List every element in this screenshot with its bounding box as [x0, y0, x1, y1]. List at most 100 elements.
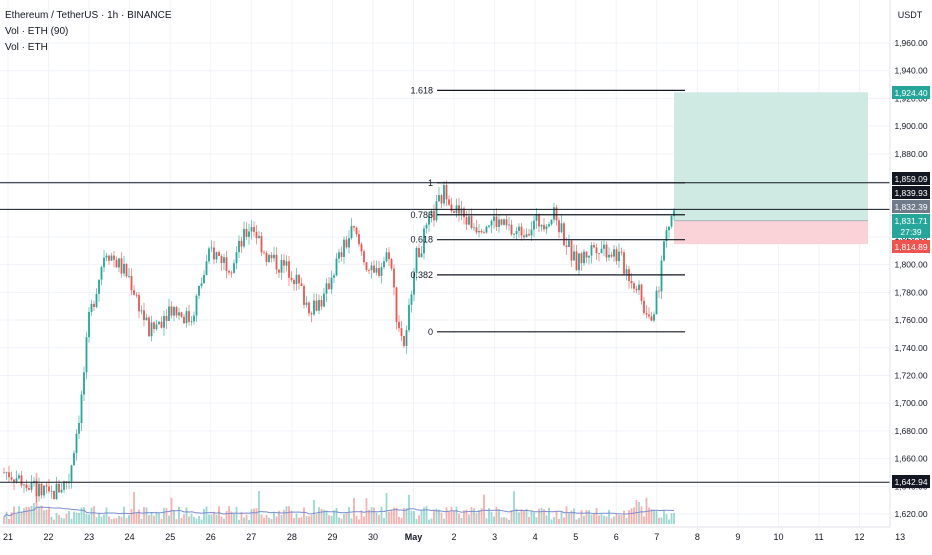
volume-bar [415, 519, 418, 524]
volume-bar [435, 508, 438, 524]
volume-bar [573, 508, 575, 524]
price-tick-label: 1,680.00 [894, 426, 927, 436]
candle-body [440, 195, 443, 204]
candle-body [118, 258, 120, 268]
candle-body [243, 228, 245, 247]
volume-bar [403, 507, 405, 524]
candle-body [608, 254, 610, 258]
volume-bar [133, 492, 135, 524]
volume-bar [455, 506, 458, 524]
candle-body [380, 267, 383, 276]
candle-body [303, 286, 305, 305]
volume-bar [590, 514, 593, 524]
candle-body [23, 484, 25, 486]
volume-bar [45, 509, 48, 524]
volume-bar [288, 506, 290, 524]
volume-bar [103, 514, 105, 524]
price-tick-label: 1,660.00 [894, 454, 927, 464]
volume-indicator-label-2[interactable]: Vol · ETH [5, 42, 48, 53]
candle-body [515, 231, 518, 234]
candle-body [85, 337, 88, 373]
volume-ma-line [3, 506, 675, 517]
volume-bar [240, 511, 243, 524]
candle-body [668, 226, 670, 231]
volume-bar [130, 508, 133, 524]
candle-body [143, 310, 145, 321]
volume-bar [610, 518, 613, 524]
volume-bar [278, 510, 280, 524]
time-label: 12 [855, 532, 865, 542]
candle-body [45, 485, 48, 487]
fibonacci-retracement[interactable]: 1.618 1 0.786 0.618 0.382 0 [410, 85, 685, 337]
volume-bar [425, 506, 428, 524]
candle-body [353, 225, 355, 228]
time-label: 8 [695, 532, 700, 542]
candle-body [425, 224, 428, 229]
volume-bar [93, 506, 95, 524]
candle-body [198, 285, 200, 296]
volume-bar [488, 508, 490, 524]
candle-body [300, 283, 303, 287]
candle-body [623, 252, 625, 274]
volume-bar [513, 491, 515, 524]
volume-bar [263, 517, 265, 524]
symbol-title[interactable]: Ethereum / TetherUS · 1h · BINANCE [5, 10, 172, 21]
price-tick-label: 1,940.00 [894, 66, 927, 76]
time-label: 22 [44, 532, 54, 542]
candle-body [188, 311, 190, 322]
svg-text:1,924.40: 1,924.40 [894, 88, 927, 98]
volume-bar [650, 509, 653, 524]
volume-bar [570, 510, 573, 524]
volume-bar [43, 510, 45, 524]
candle-body [500, 219, 503, 225]
candle-body [305, 302, 308, 305]
volume-bar [635, 500, 638, 524]
candle-body [385, 252, 388, 262]
volume-bar [23, 508, 25, 524]
candle-body [478, 231, 480, 233]
level-1839-badge: 1,839.93 [892, 186, 930, 199]
volume-bar [533, 512, 535, 524]
volume-bar [153, 515, 155, 524]
volume-bar [165, 508, 168, 524]
volume-bar [273, 512, 275, 524]
volume-bar [185, 507, 188, 524]
volume-bar [618, 514, 620, 524]
candle-body [28, 488, 30, 490]
volume-bar [183, 514, 185, 524]
volume-bar [443, 518, 445, 524]
level-1859-badge: 1,859.09 [892, 172, 930, 185]
candle-body [360, 244, 363, 252]
time-label: 13 [895, 532, 905, 542]
volume-bar [625, 518, 628, 524]
candle-body [548, 224, 550, 227]
candle-body [605, 244, 608, 258]
candle-body [13, 479, 15, 483]
candle-body [383, 261, 385, 268]
volume-bar [333, 510, 335, 524]
position-zones [674, 92, 868, 245]
candle-body [445, 185, 448, 200]
svg-text:1,839.93: 1,839.93 [894, 188, 927, 198]
volume-bar [225, 510, 228, 524]
volume-bar [325, 510, 328, 524]
candle-body [590, 245, 593, 256]
candle-body [298, 274, 300, 284]
candle-body [453, 211, 455, 214]
volume-bar [463, 510, 465, 524]
volume-bar [63, 518, 65, 524]
candle-body [255, 231, 258, 239]
volume-bar [490, 511, 493, 524]
volume-indicator-label[interactable]: Vol · ETH (90) [5, 26, 69, 37]
time-label: 9 [735, 532, 740, 542]
volume-bar [518, 512, 520, 524]
volume-bar [468, 514, 470, 524]
volume-bar [265, 515, 268, 524]
volume-bar [523, 511, 525, 524]
volume-bar [445, 507, 448, 524]
volume-bar [658, 517, 660, 524]
volume-bar [605, 516, 608, 524]
candle-body [400, 328, 403, 336]
